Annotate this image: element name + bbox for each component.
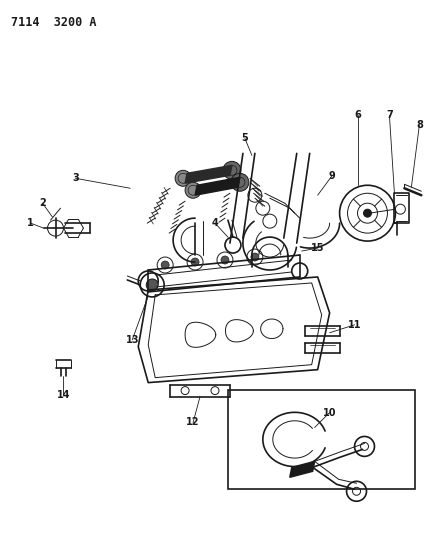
Bar [228,390,415,489]
Circle shape [221,256,229,264]
Circle shape [191,258,199,266]
Text: 7: 7 [386,110,393,120]
Circle shape [175,171,191,186]
Text: 14: 14 [57,390,70,400]
Text: 8: 8 [416,120,423,131]
Text: 15: 15 [311,243,324,253]
Text: 5: 5 [242,133,248,143]
Circle shape [146,279,158,291]
Text: 6: 6 [354,110,361,120]
Text: 2: 2 [39,198,46,208]
Text: 4: 4 [211,218,218,228]
Circle shape [223,161,241,179]
Text: 12: 12 [186,417,200,427]
Polygon shape [185,165,232,183]
Text: 3: 3 [72,173,79,183]
Circle shape [363,209,372,217]
Polygon shape [195,177,240,195]
Text: 1: 1 [27,218,34,228]
Text: 9: 9 [328,171,335,181]
Text: 7114  3200 A: 7114 3200 A [11,16,96,29]
Circle shape [251,253,259,261]
Circle shape [161,261,169,269]
Text: 13: 13 [126,335,139,345]
Text: 10: 10 [323,408,336,417]
Polygon shape [290,462,315,478]
Circle shape [185,182,201,198]
Text: 11: 11 [348,320,361,330]
Circle shape [231,173,249,191]
